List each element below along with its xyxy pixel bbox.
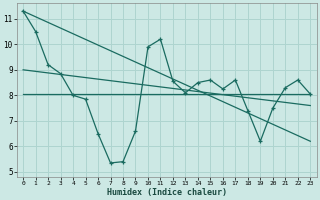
X-axis label: Humidex (Indice chaleur): Humidex (Indice chaleur) [107,188,227,197]
